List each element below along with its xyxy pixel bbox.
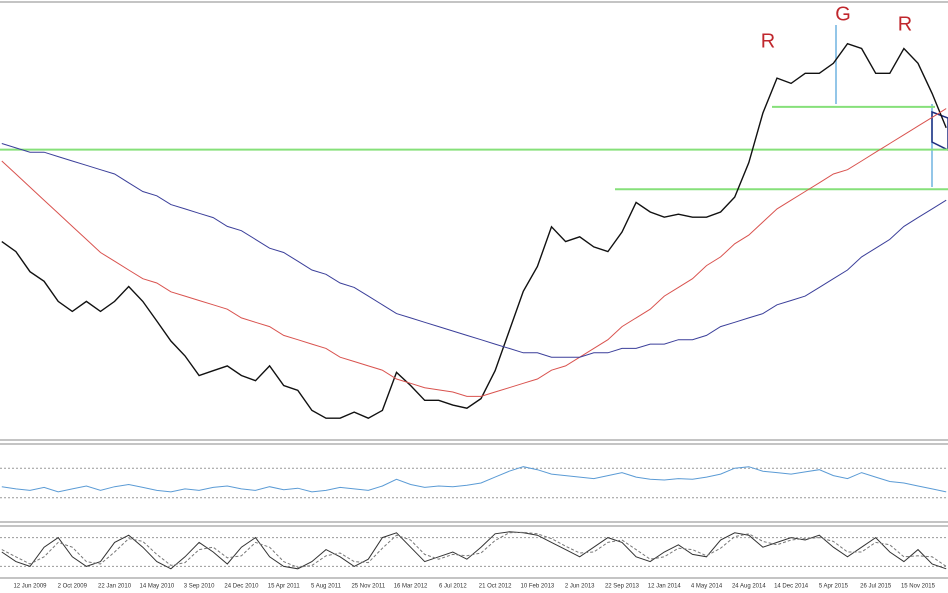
x-tick-label: 26 Jul 2015: [860, 584, 892, 590]
x-tick-label: 10 Feb 2013: [521, 584, 555, 590]
x-tick-label: 22 Jan 2010: [98, 584, 132, 590]
x-tick-label: 5 Apr 2015: [819, 584, 849, 590]
series-line: [1, 531, 947, 570]
x-tick-label: 4 May 2014: [691, 584, 723, 590]
x-tick-label: 5 Aug 2011: [311, 584, 342, 590]
x-tick-label: 2 Jun 2013: [565, 584, 595, 590]
series-line: [1, 531, 947, 568]
series-line: [1, 42, 947, 419]
x-tick-label: 16 Mar 2012: [394, 584, 428, 590]
series-line: [1, 466, 947, 493]
series-line: [1, 108, 947, 397]
x-tick-label: 14 May 2010: [139, 584, 174, 590]
x-tick-label: 15 Apr 2011: [268, 584, 301, 590]
x-tick-label: 3 Sep 2010: [184, 584, 215, 590]
x-tick-label: 2 Oct 2009: [58, 584, 88, 590]
annotation: R: [898, 13, 912, 35]
series-line: [1, 143, 947, 358]
channel: [931, 110, 948, 151]
x-tick-label: 24 Dec 2010: [224, 584, 259, 590]
x-tick-label: 14 Dec 2014: [774, 584, 809, 590]
x-tick-label: 15 Nov 2015: [901, 584, 936, 590]
x-tick-label: 21 Oct 2012: [479, 584, 512, 590]
x-tick-label: 12 Jun 2009: [13, 584, 47, 590]
x-tick-label: 24 Aug 2014: [732, 584, 766, 590]
x-tick-label: 25 Nov 2011: [351, 584, 385, 590]
x-tick-label: 12 Jan 2014: [648, 584, 682, 590]
x-tick-label: 22 Sep 2013: [605, 584, 640, 590]
annotation: G: [835, 3, 851, 25]
x-tick-label: 6 Jul 2012: [439, 584, 467, 590]
annotation: R: [761, 30, 775, 52]
